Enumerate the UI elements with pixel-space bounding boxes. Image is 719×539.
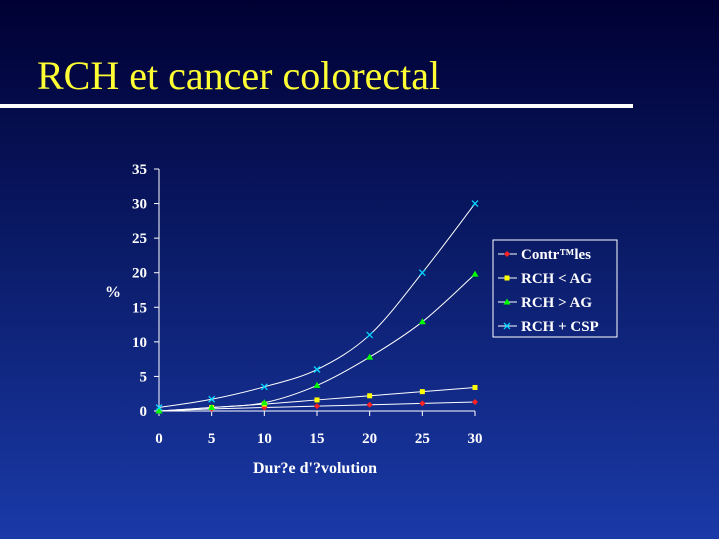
data-point xyxy=(472,399,478,406)
legend-box xyxy=(492,239,618,338)
legend-swatch-marker xyxy=(504,275,510,281)
legend-swatch-marker xyxy=(503,298,511,305)
marker-stroke xyxy=(366,331,374,339)
marker-stroke xyxy=(208,395,216,403)
series-lines xyxy=(158,203,476,412)
data-point xyxy=(208,404,216,411)
marker-stroke xyxy=(260,383,268,391)
title-underline xyxy=(0,104,633,108)
data-point xyxy=(313,381,321,388)
x-tick-label: 30 xyxy=(468,431,483,447)
series-markers xyxy=(155,200,479,414)
marker-stroke xyxy=(471,200,479,208)
x-tick-label: 10 xyxy=(257,431,272,447)
y-tick-label: 30 xyxy=(132,197,147,213)
marker-stroke xyxy=(418,269,426,277)
marker-stroke xyxy=(155,404,163,412)
data-point xyxy=(419,389,425,395)
legend-label: Contr™les xyxy=(521,247,591,263)
data-point xyxy=(418,318,426,325)
series-line-4 xyxy=(158,203,476,409)
data-point xyxy=(419,400,426,407)
data-point xyxy=(367,393,373,399)
series-line-3 xyxy=(158,273,476,412)
data-point xyxy=(366,353,374,360)
legend: Contr™les RCH < AG RCH > AG RCH + CSP xyxy=(492,239,618,338)
data-point xyxy=(314,403,320,410)
data-point xyxy=(155,404,163,412)
data-point xyxy=(418,269,426,277)
marker-stroke xyxy=(503,322,511,330)
legend-label: RCH < AG xyxy=(521,271,592,287)
y-tick-label: 5 xyxy=(140,369,148,385)
x-axis-title: Dur?e d'?volution xyxy=(253,460,377,477)
data-point xyxy=(472,384,478,390)
x-tick-label: 15 xyxy=(310,431,325,447)
x-tick-label: 0 xyxy=(155,431,163,447)
data-point xyxy=(366,401,373,408)
data-point xyxy=(471,200,479,208)
legend-label: RCH + CSP xyxy=(521,319,599,335)
x-tick-label: 5 xyxy=(208,431,216,447)
data-point xyxy=(155,407,163,414)
data-point xyxy=(260,399,268,406)
x-tick-label: 20 xyxy=(362,431,377,447)
legend-swatch-marker xyxy=(504,251,510,257)
x-tick-label: 25 xyxy=(415,431,430,447)
y-tick-label: 35 xyxy=(132,162,147,178)
y-tick-label: 25 xyxy=(132,231,147,247)
slide-title: RCH et cancer colorectal xyxy=(37,53,441,98)
y-tick-label: 20 xyxy=(132,266,147,282)
chart-axes: 0 5 10 15 20 25 30 35 0 5 10 15 20 25 30% Dur?e d'?volu… xyxy=(105,162,483,477)
y-tick-label: 0 xyxy=(140,404,148,420)
marker-stroke xyxy=(313,366,321,373)
y-axis-title: % xyxy=(105,284,121,301)
y-tick-label: 15 xyxy=(132,300,147,316)
data-point xyxy=(260,383,268,391)
y-tick-label: 10 xyxy=(132,335,147,351)
data-point xyxy=(366,331,374,339)
data-point xyxy=(313,366,321,373)
legend-swatch-marker xyxy=(503,322,511,330)
data-point xyxy=(471,270,479,277)
data-point xyxy=(208,395,216,403)
data-point xyxy=(314,397,320,403)
legend-label: RCH > AG xyxy=(521,295,592,311)
